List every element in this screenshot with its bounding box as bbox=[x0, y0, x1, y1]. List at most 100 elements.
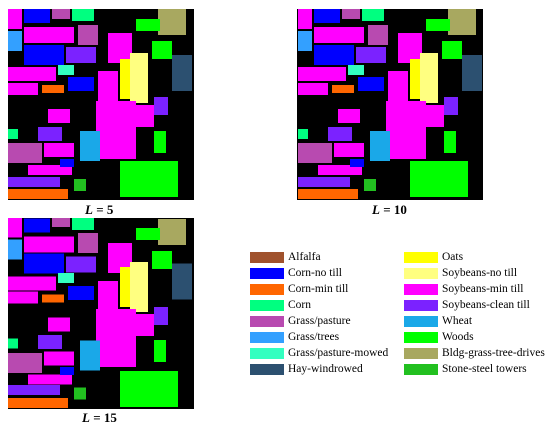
map-field bbox=[338, 109, 360, 123]
map-field bbox=[332, 85, 354, 93]
legend-item: Oats bbox=[404, 250, 463, 264]
map-field bbox=[444, 131, 456, 153]
class-legend: Alfalfa Corn-no till Corn-min till Corn … bbox=[250, 250, 550, 380]
legend-label: Grass/pasture-mowed bbox=[288, 347, 389, 359]
map-field bbox=[388, 71, 408, 101]
map-field bbox=[24, 253, 64, 274]
classification-map-l10 bbox=[297, 9, 483, 200]
map-field bbox=[364, 179, 376, 191]
map-field bbox=[370, 131, 390, 161]
legend-item: Corn-min till bbox=[250, 282, 348, 296]
legend-item: Corn-no till bbox=[250, 266, 342, 280]
caption-variable: L bbox=[372, 202, 380, 217]
map-l10-svg bbox=[297, 9, 483, 200]
caption-variable: L bbox=[85, 202, 93, 217]
map-field bbox=[48, 317, 70, 332]
map-field bbox=[152, 251, 172, 269]
map-field bbox=[462, 55, 482, 91]
legend-item: Soybeans-clean till bbox=[404, 298, 530, 312]
map-field bbox=[298, 129, 308, 139]
map-field bbox=[298, 67, 346, 81]
map-field bbox=[72, 218, 94, 230]
legend-item: Wheat bbox=[404, 314, 472, 328]
map-field bbox=[152, 41, 172, 59]
map-field bbox=[68, 77, 94, 91]
legend-swatch bbox=[250, 299, 284, 311]
legend-label: Woods bbox=[442, 331, 474, 343]
legend-label: Grass/trees bbox=[288, 331, 340, 343]
legend-label: Stone-steel towers bbox=[442, 363, 527, 375]
legend-swatch bbox=[250, 251, 284, 263]
map-l5-svg bbox=[8, 9, 194, 200]
map-field bbox=[108, 33, 132, 63]
map-field bbox=[444, 97, 458, 115]
map-field bbox=[80, 131, 100, 161]
map-field bbox=[298, 83, 328, 95]
map-field bbox=[386, 101, 426, 159]
map-field bbox=[172, 55, 192, 91]
map-field bbox=[154, 131, 166, 153]
map-field bbox=[8, 177, 60, 187]
map-field bbox=[28, 165, 72, 175]
caption-l5: L = 5 bbox=[85, 202, 113, 218]
map-field bbox=[98, 281, 118, 311]
legend-swatch bbox=[404, 299, 438, 311]
map-field bbox=[44, 351, 74, 366]
legend-swatch bbox=[404, 267, 438, 279]
legend-label: Alfalfa bbox=[288, 251, 321, 263]
map-field bbox=[136, 228, 160, 240]
map-field bbox=[298, 9, 312, 29]
legend-item: Alfalfa bbox=[250, 250, 321, 264]
map-field bbox=[8, 398, 68, 408]
map-field bbox=[52, 9, 70, 19]
map-field bbox=[8, 9, 22, 29]
map-field bbox=[448, 9, 476, 35]
map-field bbox=[72, 9, 94, 21]
legend-swatch bbox=[250, 363, 284, 375]
map-field bbox=[8, 83, 38, 95]
caption-l10: L = 10 bbox=[372, 202, 407, 218]
legend-swatch bbox=[404, 283, 438, 295]
map-field bbox=[42, 294, 64, 303]
legend-label: Wheat bbox=[442, 315, 473, 327]
map-field bbox=[410, 161, 468, 197]
map-field bbox=[28, 374, 72, 385]
map-field bbox=[24, 218, 50, 233]
map-field bbox=[8, 31, 22, 51]
map-field bbox=[120, 371, 178, 407]
map-field bbox=[342, 9, 360, 19]
map-field bbox=[426, 105, 444, 127]
map-field bbox=[48, 109, 70, 123]
legend-label: Soybeans-min till bbox=[442, 283, 524, 295]
caption-value: 10 bbox=[393, 202, 407, 217]
legend-label: Oats bbox=[442, 251, 464, 263]
legend-label: Grass/pasture bbox=[288, 315, 351, 327]
map-field bbox=[38, 335, 62, 349]
legend-swatch bbox=[250, 283, 284, 295]
map-field bbox=[66, 47, 96, 63]
map-field bbox=[426, 19, 450, 31]
legend-swatch bbox=[250, 315, 284, 327]
map-field bbox=[8, 239, 22, 260]
legend-label: Soybeans-clean till bbox=[442, 299, 530, 311]
map-field bbox=[314, 9, 340, 23]
legend-item: Grass/pasture bbox=[250, 314, 351, 328]
map-field bbox=[52, 218, 70, 227]
legend-swatch bbox=[404, 347, 438, 359]
map-field bbox=[24, 9, 50, 23]
map-field bbox=[24, 27, 74, 43]
map-field bbox=[130, 53, 148, 103]
legend-item: Grass/trees bbox=[250, 330, 339, 344]
map-field bbox=[120, 161, 178, 197]
legend-label: Corn-min till bbox=[288, 283, 349, 295]
map-field bbox=[136, 19, 160, 31]
map-field bbox=[362, 9, 384, 21]
map-field bbox=[158, 219, 186, 245]
map-field bbox=[96, 101, 136, 159]
legend-swatch bbox=[404, 251, 438, 263]
map-field bbox=[58, 65, 74, 75]
legend-item: Hay-windrowed bbox=[250, 362, 363, 376]
map-field bbox=[24, 236, 74, 253]
map-field bbox=[78, 233, 98, 253]
map-field bbox=[8, 218, 22, 238]
